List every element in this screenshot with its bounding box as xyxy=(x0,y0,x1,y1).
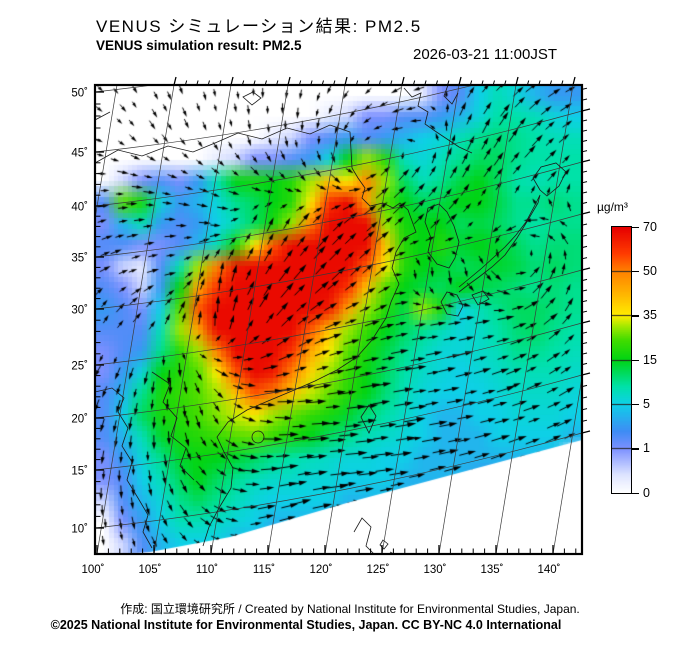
colorbar-tick-label: 0 xyxy=(643,485,650,500)
pm25-concentration-map xyxy=(95,85,582,554)
lon-tick-label: 105˚ xyxy=(138,564,161,576)
lat-tick-label: 40˚ xyxy=(71,202,88,214)
lat-tick-label: 50˚ xyxy=(71,88,88,100)
lat-tick-label: 45˚ xyxy=(71,148,88,160)
lat-tick-label: 30˚ xyxy=(71,305,88,317)
lon-tick-label: 115˚ xyxy=(253,564,275,576)
attribution-line: 作成: 国立環境研究所 / Created by National Instit… xyxy=(120,602,580,616)
page-title-english: VENUS simulation result: PM2.5 xyxy=(96,38,302,53)
lat-tick-label: 25˚ xyxy=(71,361,88,373)
colorbar-tick-mark xyxy=(632,448,639,450)
colorbar-tick-label: 1 xyxy=(643,441,650,456)
colorbar-unit-label: µg/m³ xyxy=(597,200,628,214)
lon-tick-label: 100˚ xyxy=(81,564,104,576)
colorbar xyxy=(611,226,632,494)
lon-tick-label: 130˚ xyxy=(423,564,446,576)
colorbar-tick-mark xyxy=(632,270,639,273)
colorbar-tick-mark xyxy=(632,359,639,361)
colorbar-tick-label: 50 xyxy=(643,263,657,278)
colorbar-tick-mark xyxy=(632,315,639,317)
copyright-line: ©2025 National Institute for Environment… xyxy=(50,618,562,632)
lon-tick-label: 135˚ xyxy=(480,564,503,576)
lat-tick-label: 10˚ xyxy=(71,524,88,536)
colorbar-tick-label: 70 xyxy=(643,219,657,234)
colorbar-tick-label: 15 xyxy=(643,352,657,367)
lat-tick-label: 15˚ xyxy=(71,466,88,478)
lat-tick-label: 20˚ xyxy=(71,414,88,426)
lon-tick-label: 140˚ xyxy=(537,564,560,576)
lon-tick-label: 125˚ xyxy=(366,564,389,576)
lon-tick-label: 110˚ xyxy=(196,564,218,576)
valid-datetime: 2026-03-21 11:00JST xyxy=(413,46,557,63)
colorbar-tick-label: 5 xyxy=(643,396,650,411)
page-title-japanese: VENUS シミュレーション結果: PM2.5 xyxy=(96,17,422,36)
lat-tick-label: 35˚ xyxy=(71,253,88,265)
lon-tick-label: 120˚ xyxy=(309,564,332,576)
colorbar-tick-mark xyxy=(632,403,639,406)
colorbar-tick-mark xyxy=(632,492,639,494)
colorbar-tick-label: 35 xyxy=(643,308,657,323)
colorbar-tick-mark xyxy=(632,226,639,228)
